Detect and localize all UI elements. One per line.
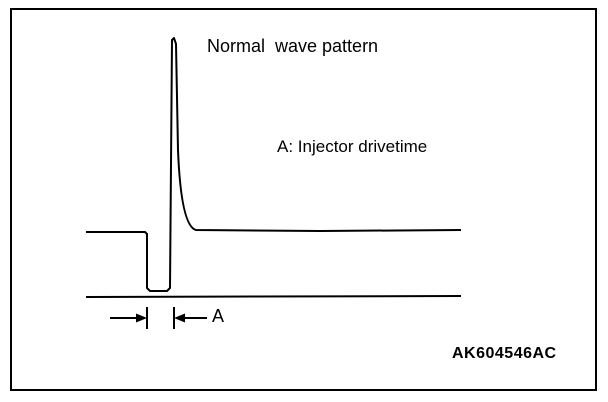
figure-code: AK604546AC [452,345,557,362]
diagram-title: Normal wave pattern [207,36,379,56]
ground-line [85,295,462,298]
annotation-injector-drivetime: A: Injector drivetime [277,137,428,156]
waveform-trace [86,37,462,292]
dimension-arrow-right-icon [136,313,147,323]
dimension-label: A [212,306,225,326]
dimension-arrow-left-icon [174,313,185,323]
diagram-frame [10,8,597,391]
